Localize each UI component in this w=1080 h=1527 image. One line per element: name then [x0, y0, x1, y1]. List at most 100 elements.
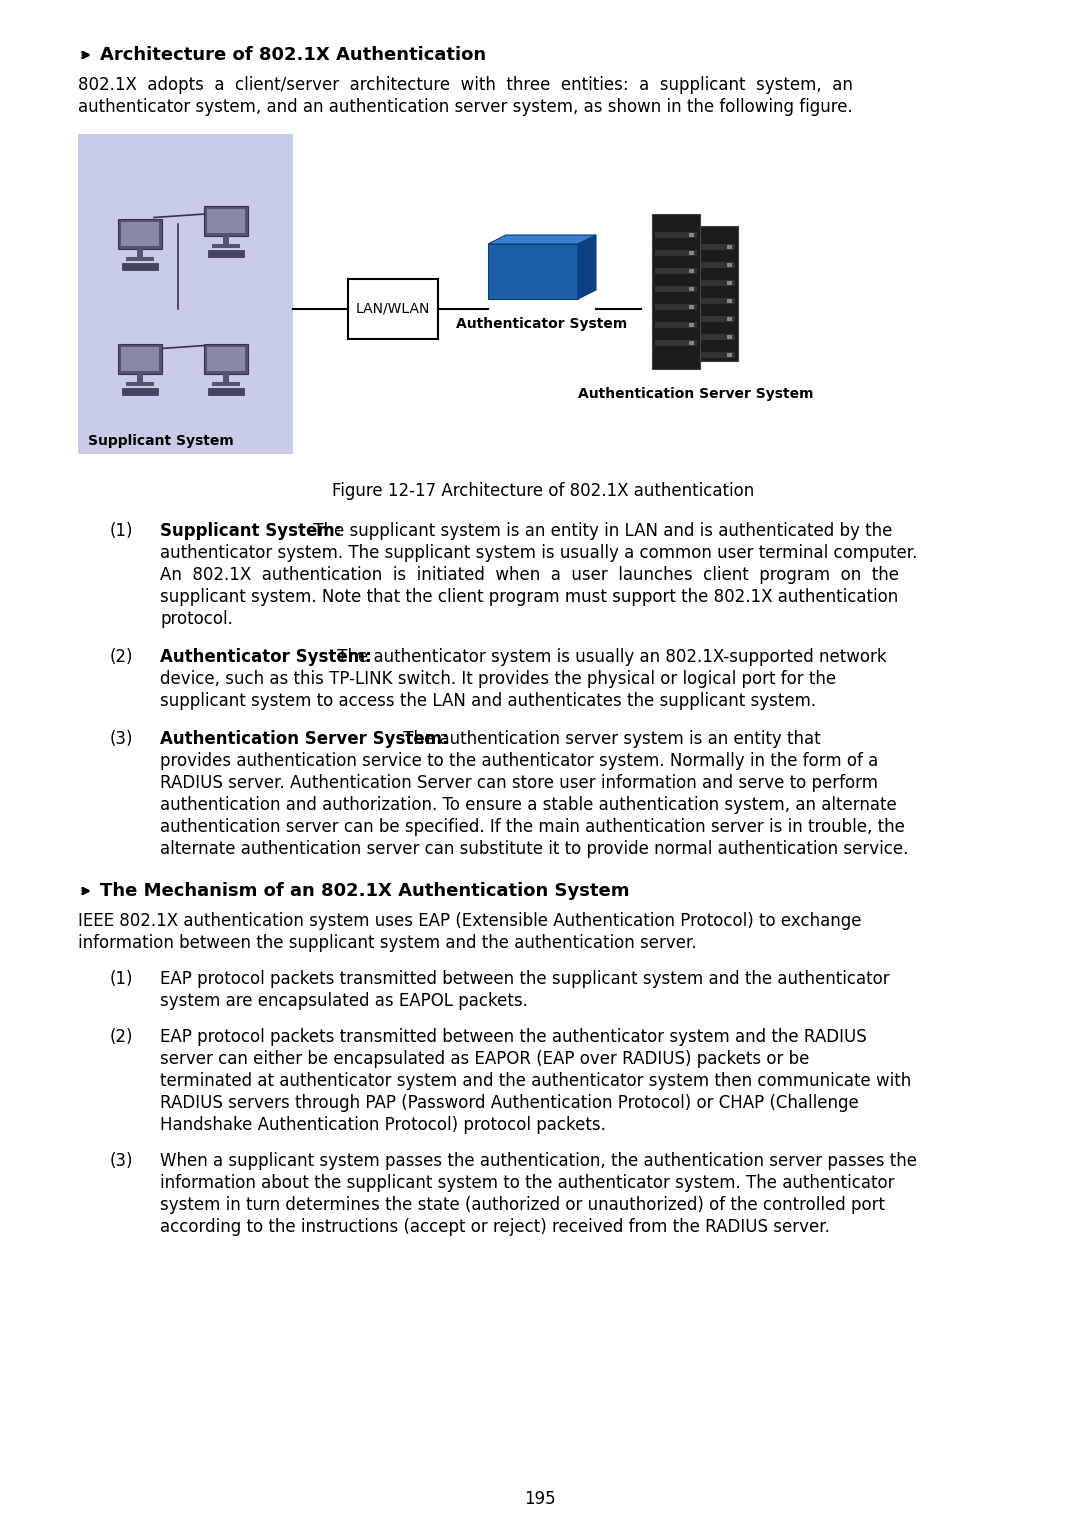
Text: The supplicant system is an entity in LAN and is authenticated by the: The supplicant system is an entity in LA…: [308, 522, 892, 541]
Bar: [689, 250, 694, 255]
Text: authentication server can be specified. If the main authentication server is in : authentication server can be specified. …: [160, 818, 905, 835]
Bar: [727, 281, 732, 286]
Bar: [654, 304, 697, 310]
Bar: [654, 341, 697, 347]
Text: Supplicant System: Supplicant System: [87, 434, 233, 447]
Bar: [693, 279, 735, 286]
Bar: [121, 221, 159, 246]
Bar: [118, 344, 162, 374]
Bar: [78, 134, 293, 454]
Bar: [137, 249, 143, 257]
Bar: [693, 263, 735, 269]
Polygon shape: [488, 235, 596, 244]
Text: authenticator system, and an authentication server system, as shown in the follo: authenticator system, and an authenticat…: [78, 98, 853, 116]
Bar: [727, 244, 732, 249]
Text: Handshake Authentication Protocol) protocol packets.: Handshake Authentication Protocol) proto…: [160, 1116, 606, 1135]
Text: Architecture of 802.1X Authentication: Architecture of 802.1X Authentication: [100, 46, 486, 64]
Bar: [207, 209, 245, 234]
Bar: [212, 382, 240, 386]
Bar: [693, 298, 735, 304]
Text: information about the supplicant system to the authenticator system. The authent: information about the supplicant system …: [160, 1174, 894, 1193]
Bar: [689, 305, 694, 308]
Text: When a supplicant system passes the authentication, the authentication server pa: When a supplicant system passes the auth…: [160, 1151, 917, 1170]
Text: 802.1X  adopts  a  client/server  architecture  with  three  entities:  a  suppl: 802.1X adopts a client/server architectu…: [78, 76, 853, 95]
Bar: [689, 341, 694, 345]
Text: (2): (2): [110, 1028, 134, 1046]
Text: protocol.: protocol.: [160, 609, 233, 628]
Text: Authenticator System: Authenticator System: [457, 318, 627, 331]
Text: authentication and authorization. To ensure a stable authentication system, an a: authentication and authorization. To ens…: [160, 796, 896, 814]
Text: supplicant system. Note that the client program must support the 802.1X authenti: supplicant system. Note that the client …: [160, 588, 899, 606]
Text: (1): (1): [110, 522, 134, 541]
Text: Figure 12-17 Architecture of 802.1X authentication: Figure 12-17 Architecture of 802.1X auth…: [332, 483, 754, 499]
Text: server can either be encapsulated as EAPOR (EAP over RADIUS) packets or be: server can either be encapsulated as EAP…: [160, 1051, 809, 1067]
Bar: [222, 237, 229, 244]
Bar: [204, 344, 248, 374]
Text: An  802.1X  authentication  is  initiated  when  a  user  launches  client  prog: An 802.1X authentication is initiated wh…: [160, 567, 899, 583]
Bar: [204, 206, 248, 237]
Text: (1): (1): [110, 970, 134, 988]
Bar: [690, 226, 738, 360]
Text: system are encapsulated as EAPOL packets.: system are encapsulated as EAPOL packets…: [160, 993, 528, 1009]
Bar: [693, 316, 735, 322]
Text: The authentication server system is an entity that: The authentication server system is an e…: [397, 730, 821, 748]
Bar: [125, 382, 154, 386]
Bar: [654, 269, 697, 273]
Bar: [727, 353, 732, 357]
Bar: [689, 269, 694, 273]
Bar: [207, 347, 245, 371]
Text: information between the supplicant system and the authentication server.: information between the supplicant syste…: [78, 935, 697, 951]
Text: (3): (3): [110, 1151, 134, 1170]
Bar: [727, 263, 732, 267]
Text: EAP protocol packets transmitted between the supplicant system and the authentic: EAP protocol packets transmitted between…: [160, 970, 890, 988]
Bar: [727, 318, 732, 321]
Text: system in turn determines the state (authorized or unauthorized) of the controll: system in turn determines the state (aut…: [160, 1196, 885, 1214]
Text: EAP protocol packets transmitted between the authenticator system and the RADIUS: EAP protocol packets transmitted between…: [160, 1028, 867, 1046]
Text: alternate authentication server can substitute it to provide normal authenticati: alternate authentication server can subs…: [160, 840, 908, 858]
Bar: [207, 250, 244, 257]
Bar: [137, 374, 143, 382]
Bar: [652, 214, 700, 370]
Text: (3): (3): [110, 730, 134, 748]
Bar: [125, 257, 154, 261]
Text: terminated at authenticator system and the authenticator system then communicate: terminated at authenticator system and t…: [160, 1072, 912, 1090]
Text: according to the instructions (accept or reject) received from the RADIUS server: according to the instructions (accept or…: [160, 1219, 829, 1235]
Bar: [122, 388, 158, 395]
Bar: [118, 218, 162, 249]
Bar: [689, 324, 694, 327]
Bar: [122, 263, 158, 270]
Text: IEEE 802.1X authentication system uses EAP (Extensible Authentication Protocol) : IEEE 802.1X authentication system uses E…: [78, 912, 862, 930]
Bar: [654, 322, 697, 328]
Text: authenticator system. The supplicant system is usually a common user terminal co: authenticator system. The supplicant sys…: [160, 544, 917, 562]
Text: The Mechanism of an 802.1X Authentication System: The Mechanism of an 802.1X Authenticatio…: [100, 883, 630, 899]
Bar: [207, 388, 244, 395]
Text: Authentication Server System:: Authentication Server System:: [160, 730, 449, 748]
Text: Authenticator System:: Authenticator System:: [160, 647, 372, 666]
Text: Authentication Server System: Authentication Server System: [578, 386, 813, 402]
Text: RADIUS servers through PAP (Password Authentication Protocol) or CHAP (Challenge: RADIUS servers through PAP (Password Aut…: [160, 1093, 859, 1112]
Text: The authenticator system is usually an 802.1X-supported network: The authenticator system is usually an 8…: [333, 647, 887, 666]
Bar: [654, 232, 697, 238]
Bar: [693, 334, 735, 341]
Text: Supplicant System:: Supplicant System:: [160, 522, 341, 541]
Bar: [222, 374, 229, 382]
Bar: [212, 244, 240, 249]
Bar: [654, 250, 697, 257]
Text: device, such as this TP-LINK switch. It provides the physical or logical port fo: device, such as this TP-LINK switch. It …: [160, 670, 836, 689]
Bar: [727, 334, 732, 339]
Polygon shape: [488, 244, 578, 299]
Bar: [693, 353, 735, 357]
Text: provides authentication service to the authenticator system. Normally in the for: provides authentication service to the a…: [160, 751, 878, 770]
Bar: [689, 287, 694, 292]
Text: RADIUS server. Authentication Server can store user information and serve to per: RADIUS server. Authentication Server can…: [160, 774, 878, 793]
Bar: [727, 299, 732, 302]
Bar: [693, 244, 735, 250]
Text: (2): (2): [110, 647, 134, 666]
Bar: [654, 286, 697, 292]
Bar: [348, 279, 438, 339]
Bar: [121, 347, 159, 371]
Polygon shape: [578, 235, 596, 299]
Text: supplicant system to access the LAN and authenticates the supplicant system.: supplicant system to access the LAN and …: [160, 692, 816, 710]
Text: 195: 195: [524, 1490, 556, 1509]
Bar: [689, 234, 694, 237]
